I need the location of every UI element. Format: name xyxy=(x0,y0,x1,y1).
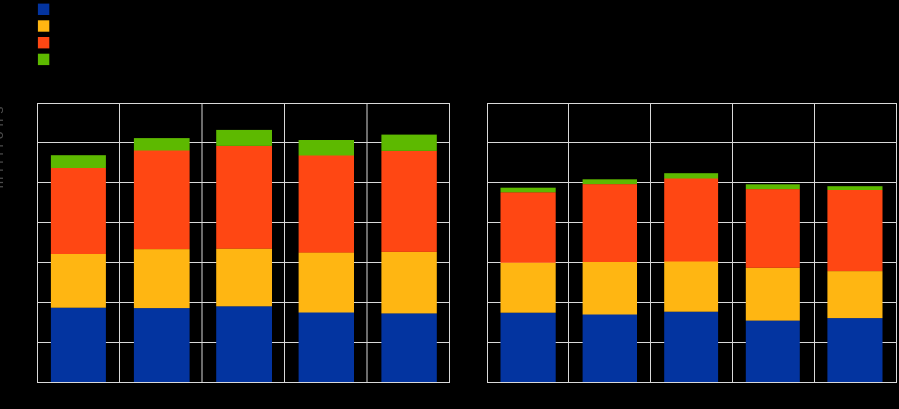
svg-text:millions: millions xyxy=(0,102,6,189)
